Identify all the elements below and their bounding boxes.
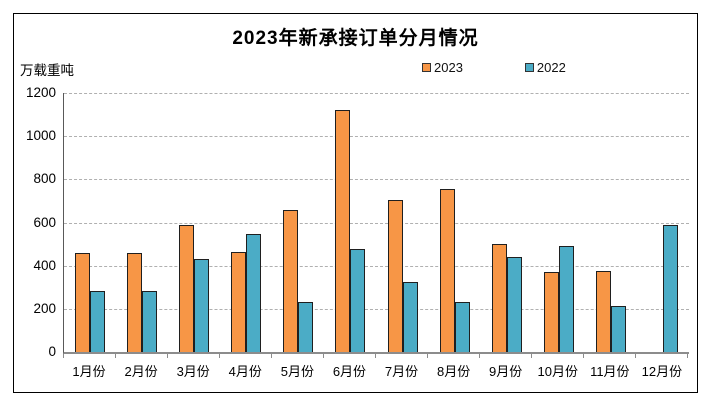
category-1月份 <box>64 93 116 352</box>
bar-2023-5月份 <box>283 209 299 352</box>
category-4月份 <box>220 93 272 352</box>
bar-2022-11月份 <box>610 305 626 352</box>
x-axis-label-4月份: 4月份 <box>228 364 262 379</box>
category-7月份 <box>376 93 428 352</box>
x-axis-ticks <box>63 354 688 358</box>
legend-item-2022: 2022 <box>524 60 566 75</box>
legend: 2023 2022 <box>422 60 566 75</box>
bar-2023-4月份 <box>231 251 247 352</box>
x-axis-label-10月份: 10月份 <box>537 364 578 379</box>
bar-2023-8月份 <box>439 189 455 352</box>
x-axis-tick <box>63 354 116 358</box>
bar-2023-3月份 <box>179 224 195 352</box>
legend-item-2023: 2023 <box>422 60 463 75</box>
x-axis-label-12月份: 12月份 <box>641 364 683 379</box>
x-axis-label-11月份: 11月份 <box>590 364 630 379</box>
y-axis-tick-label: 0 <box>48 344 56 359</box>
bar-2023-2月份 <box>127 252 143 352</box>
x-axis-tick <box>584 354 636 358</box>
x-axis-tick <box>272 354 324 358</box>
gridline <box>64 136 689 138</box>
y-axis-tick-label: 400 <box>33 257 56 273</box>
y-axis-labels: 0 200 400 600 800 1000 1200 <box>14 85 56 359</box>
bar-2022-9月份 <box>506 257 522 352</box>
y-axis-tick-label: 1200 <box>25 85 56 100</box>
gridline <box>64 308 689 310</box>
category-9月份 <box>481 93 533 352</box>
legend-swatch-2023 <box>422 63 431 72</box>
y-axis-tick-label: 600 <box>33 214 56 230</box>
x-axis-label-9月份: 9月份 <box>489 364 523 379</box>
bar-2023-6月份 <box>335 110 351 352</box>
bar-2022-10月份 <box>558 246 574 352</box>
bar-2023-11月份 <box>595 271 611 352</box>
gridline <box>64 222 689 224</box>
bar-2023-9月份 <box>491 244 507 352</box>
bar-2022-3月份 <box>194 259 210 352</box>
y-axis-tick-label: 200 <box>33 300 56 316</box>
bar-2022-8月份 <box>454 302 470 352</box>
x-axis-tick <box>168 354 220 358</box>
category-3月份 <box>168 93 220 352</box>
bar-2022-7月份 <box>402 281 418 352</box>
x-axis-tick <box>428 354 480 358</box>
bar-2023-1月份 <box>75 252 91 352</box>
chart-frame: 2023年新承接订单分月情况 万载重吨 2023 2022 0 200 400 600 8… <box>13 13 698 393</box>
bar-2022-1月份 <box>90 290 106 352</box>
category-8月份 <box>429 93 481 352</box>
gridline <box>64 93 689 94</box>
chart-title: 2023年新承接订单分月情况 <box>232 28 479 49</box>
categories <box>64 93 689 352</box>
legend-label-2023: 2023 <box>434 60 463 75</box>
bar-2022-5月份 <box>298 302 314 352</box>
category-5月份 <box>272 93 324 352</box>
plot-area <box>63 93 689 354</box>
x-axis-label-2月份: 2月份 <box>124 364 158 379</box>
x-axis-label-8月份: 8月份 <box>436 364 471 379</box>
gridline <box>64 265 689 267</box>
x-axis-tick <box>116 354 168 358</box>
x-axis-tick <box>376 354 428 358</box>
x-axis-tick <box>220 354 272 358</box>
x-axis-label-7月份: 7月份 <box>384 364 419 379</box>
category-10月份 <box>533 93 585 352</box>
y-axis-tick-label: 800 <box>33 171 56 187</box>
bar-2023-10月份 <box>543 272 559 352</box>
x-axis-label-5月份: 5月份 <box>280 364 314 379</box>
y-axis-unit-label: 万载重吨 <box>20 63 74 78</box>
bar-2022-6月份 <box>350 249 366 352</box>
legend-label-2022: 2022 <box>536 60 566 75</box>
bar-2023-7月份 <box>387 199 403 352</box>
category-12月份 <box>637 93 689 352</box>
x-axis-tick <box>636 354 688 358</box>
gridline <box>64 179 689 181</box>
x-axis-label-3月份: 3月份 <box>176 364 210 379</box>
category-11月份 <box>585 93 637 352</box>
bar-2022-12月份 <box>662 224 678 352</box>
x-axis-label-6月份: 6月份 <box>332 364 367 379</box>
bar-2022-2月份 <box>142 290 158 352</box>
category-2月份 <box>116 93 168 352</box>
x-axis-labels: 1月份 2月份 3月份 4月份 5月份 6月份 7月份 8月份 9月份 10月份 11月份 12月份 <box>63 361 688 380</box>
y-axis-tick-label: 1000 <box>25 128 56 144</box>
x-axis-tick <box>532 354 584 358</box>
category-6月份 <box>324 93 376 352</box>
x-axis-label-1月份: 1月份 <box>72 364 106 379</box>
legend-swatch-2022 <box>524 63 534 72</box>
x-axis-tick <box>324 354 376 358</box>
x-axis-tick <box>480 354 532 358</box>
bar-2022-4月份 <box>246 234 262 352</box>
